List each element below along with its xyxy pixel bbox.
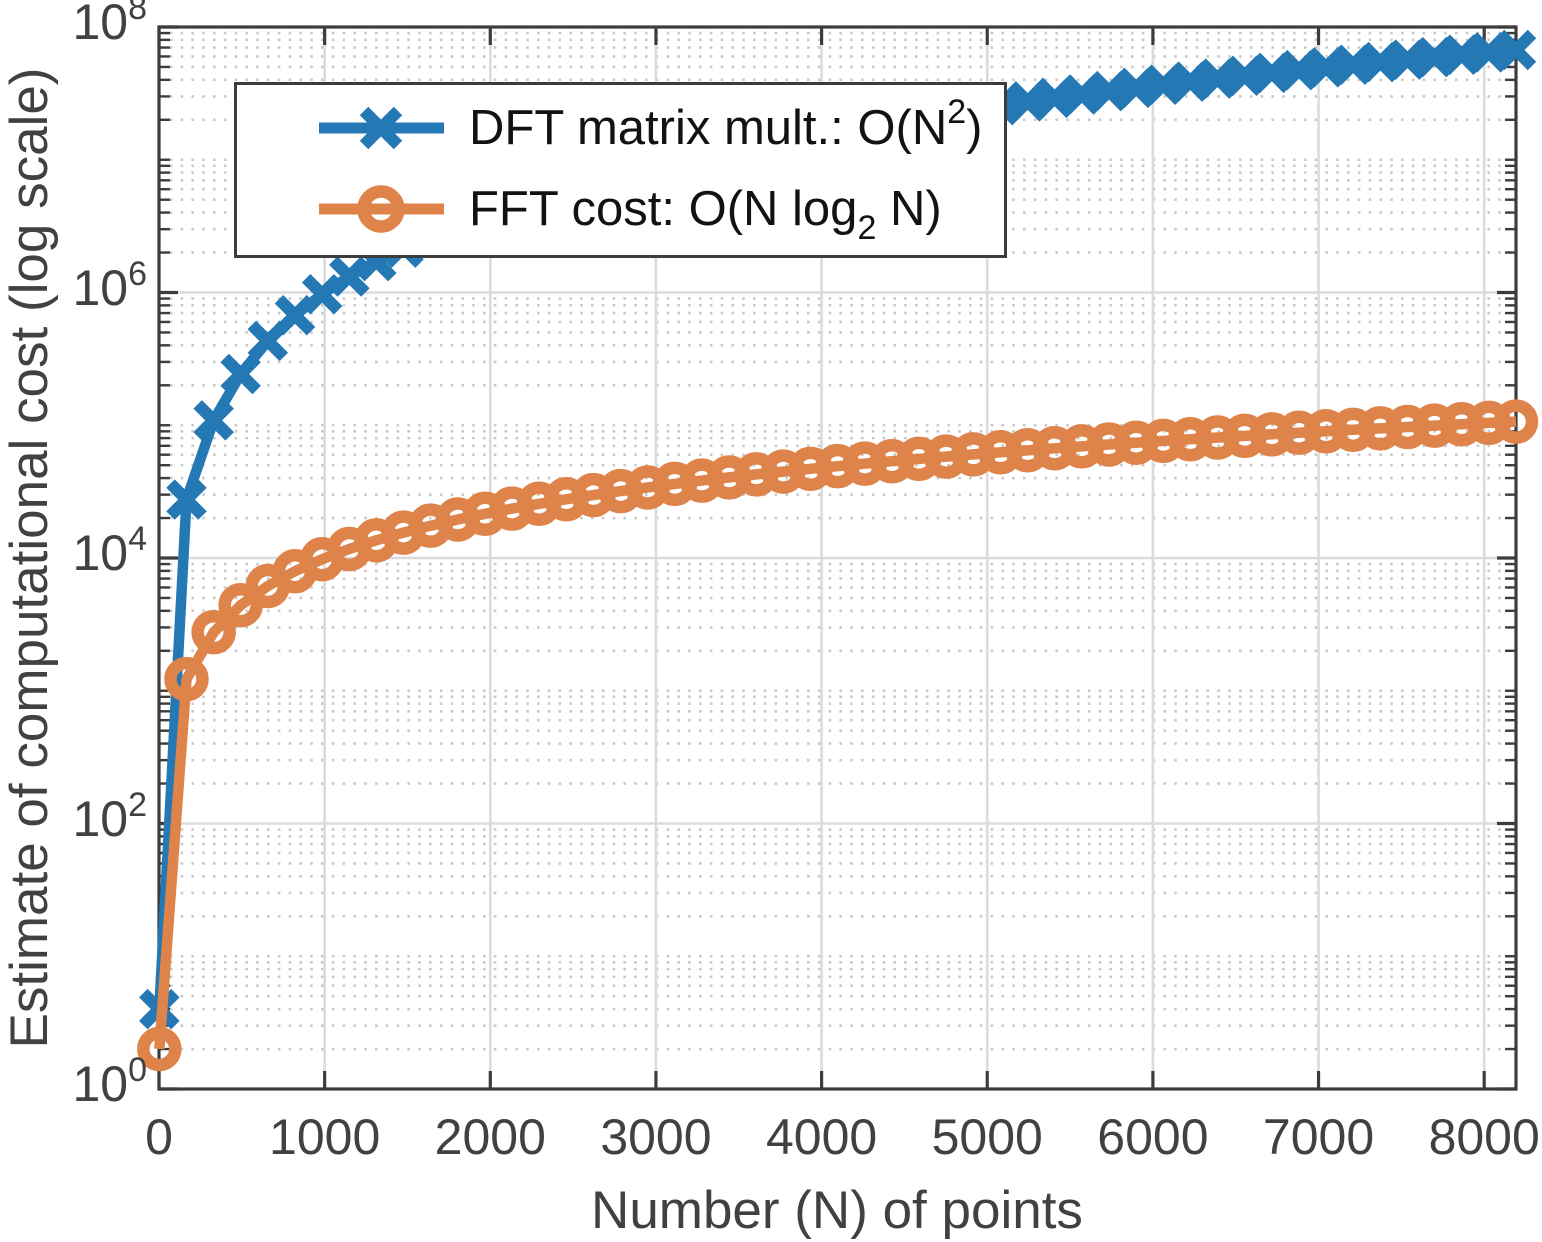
series-line-fft (154, 416, 1517, 1050)
legend: DFT matrix mult.: O(N2) FFT cost: O(N lo… (234, 82, 1007, 258)
legend-label-fft-text: FFT cost: O(N log (469, 182, 858, 236)
legend-label-dft: DFT matrix mult.: O(N2) (469, 95, 983, 156)
tick-marks (157, 25, 1516, 1091)
legend-label-fft: FFT cost: O(N log2 N) (469, 181, 942, 245)
legend-label-dft-superscript: 2 (947, 92, 967, 131)
series-markers-fft (137, 399, 1539, 1072)
legend-item-dft: DFT matrix mult.: O(N2) (317, 93, 982, 163)
legend-label-dft-close: ) (966, 101, 983, 155)
fft-line-circle-marker-sample-icon (319, 185, 444, 233)
minor-tick-marks (159, 31, 1516, 1051)
axes-frame (157, 25, 1518, 1091)
legend-item-fft: FFT cost: O(N log2 N) (317, 174, 942, 245)
legend-label-fft-close: N) (876, 182, 942, 236)
legend-label-fft-subscript: 2 (857, 209, 877, 247)
dft-line-x-marker-sample-icon (319, 106, 444, 150)
legend-label-dft-text: DFT matrix mult.: O(N (469, 101, 948, 155)
